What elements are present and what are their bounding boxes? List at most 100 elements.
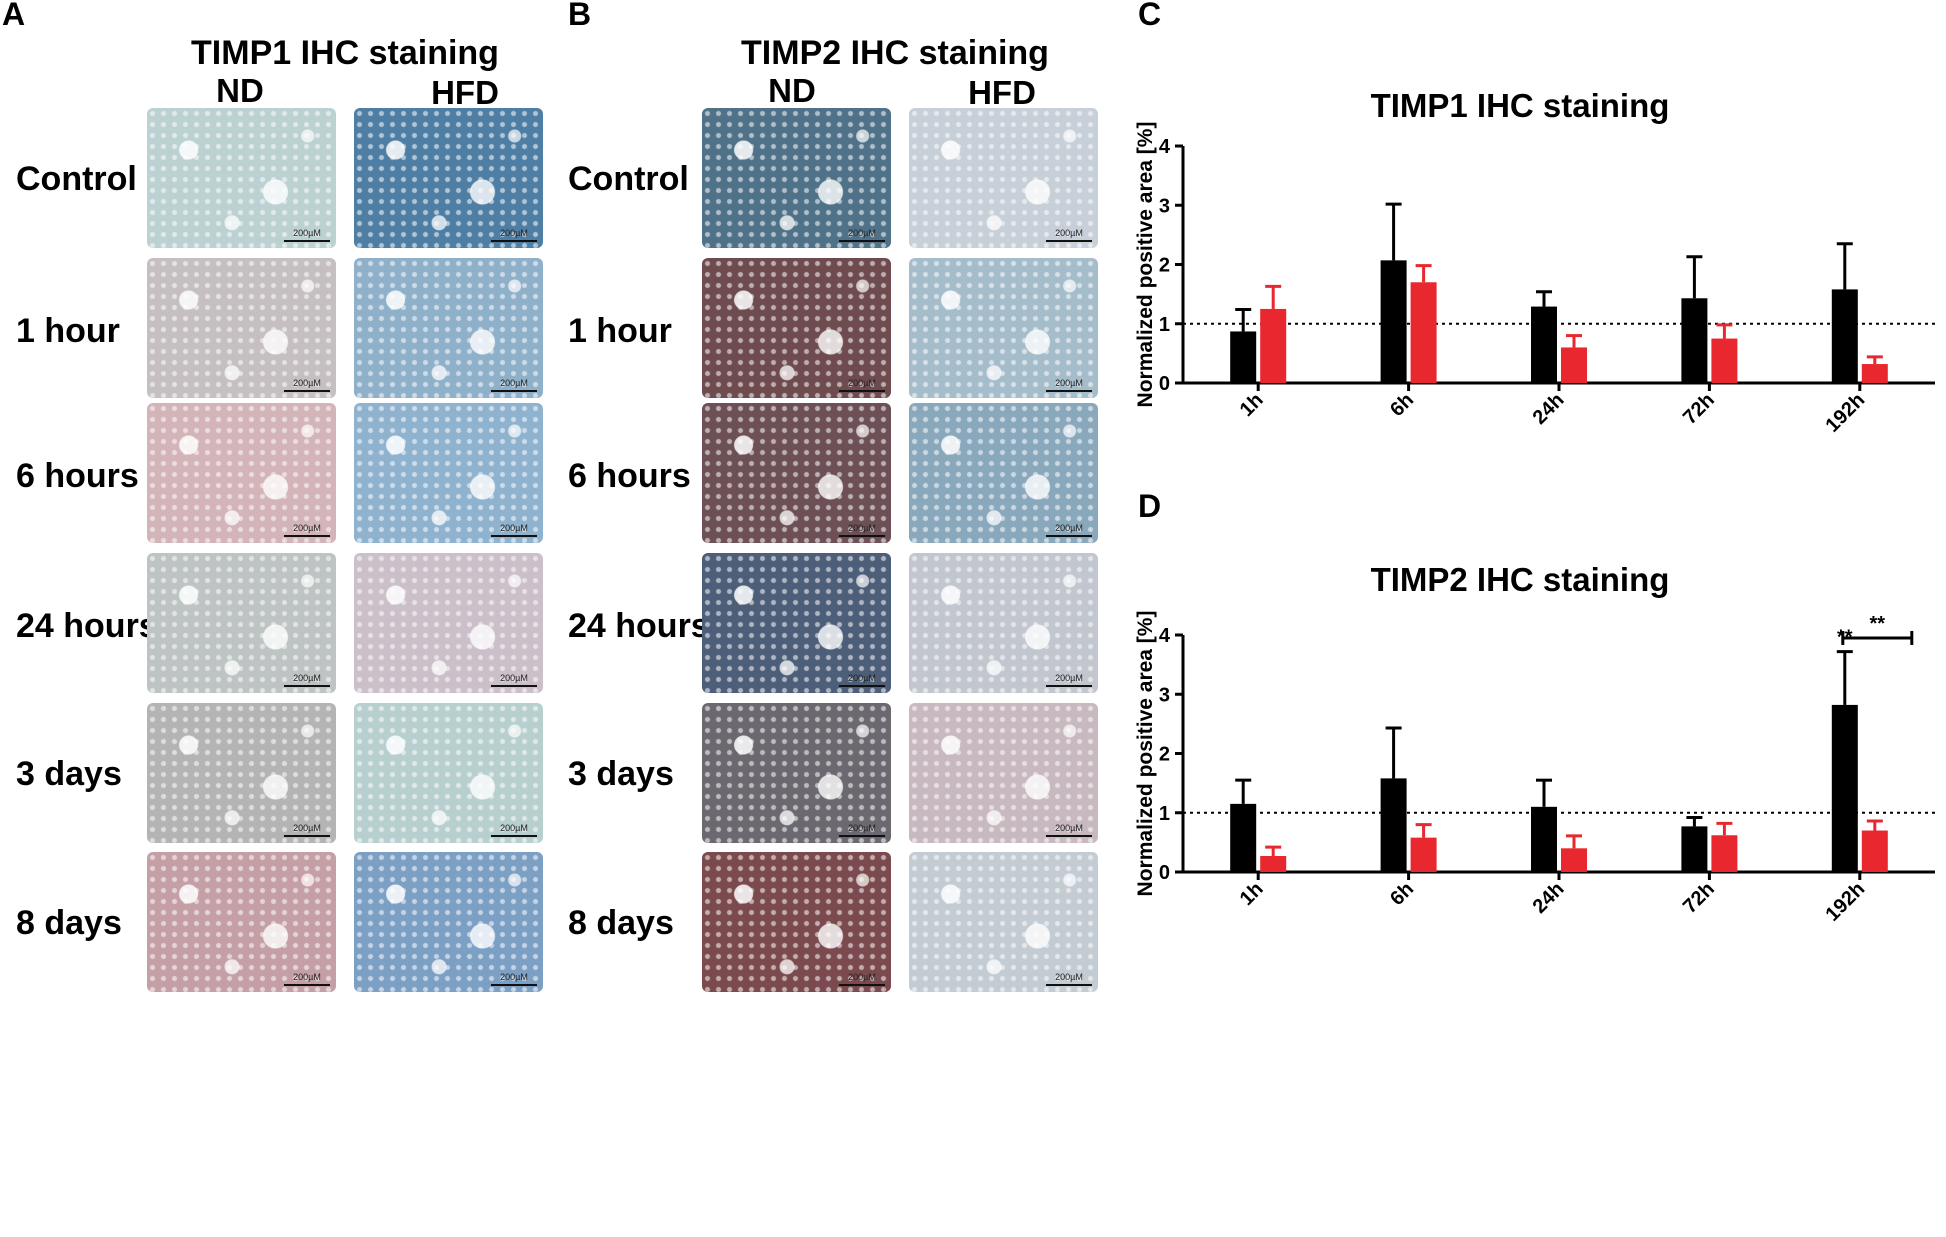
panel-a-row-label: 1 hour	[16, 312, 120, 350]
y-axis-label: Normalized positive area [%]	[1134, 122, 1157, 408]
micrograph-b-nd: 200µM	[702, 553, 891, 693]
scale-bar: 200µM	[839, 228, 885, 242]
panel-a-row-label: 6 hours	[16, 457, 139, 495]
micrograph-a-nd: 200µM	[147, 852, 336, 992]
y-tick-label: 2	[1159, 255, 1170, 277]
x-tick-label-72h: 72h	[1679, 389, 1719, 429]
panel-a-row-label: 24 hours	[16, 607, 158, 645]
panel-b-row-label: 24 hours	[568, 607, 710, 645]
panel-letter-a: A	[2, 0, 26, 32]
scale-bar: 200µM	[839, 378, 885, 392]
micrograph-b-hfd: 200µM	[909, 403, 1098, 543]
bar-192h-series-2	[1861, 364, 1888, 383]
bar-6h-series-2	[1410, 282, 1437, 383]
scale-bar-label: 200µM	[1055, 673, 1083, 683]
micrograph-a-hfd: 200µM	[354, 258, 543, 398]
scale-bar: 200µM	[1046, 378, 1092, 392]
y-axis-label: Normalized positive area [%]	[1134, 611, 1157, 897]
scale-bar-label: 200µM	[1055, 228, 1083, 238]
scale-bar-label: 200µM	[293, 972, 321, 982]
scale-bar-label: 200µM	[1055, 523, 1083, 533]
y-tick-label: 4	[1159, 136, 1171, 158]
micrograph-a-hfd: 200µM	[354, 403, 543, 543]
bar-72h-series-1	[1681, 826, 1708, 872]
bar-1h-series-2	[1260, 856, 1287, 872]
scale-bar-label: 200µM	[500, 823, 528, 833]
bar-24h-series-1	[1531, 306, 1557, 383]
scale-bar-label: 200µM	[1055, 823, 1083, 833]
panel-b-title: TIMP2 IHC staining	[741, 34, 1049, 72]
scale-bar: 200µM	[284, 378, 330, 392]
panel-letter-c: C	[1138, 0, 1162, 32]
scale-bar-label: 200µM	[293, 823, 321, 833]
y-tick-label: 1	[1159, 803, 1170, 825]
panel-a-row-label: 8 days	[16, 904, 122, 942]
scale-bar: 200µM	[284, 228, 330, 242]
micrograph-b-nd: 200µM	[702, 403, 891, 543]
chart-title: TIMP1 IHC staining	[1371, 87, 1670, 124]
bar-6h-series-1	[1380, 260, 1407, 383]
bar-72h-series-2	[1711, 338, 1738, 383]
scale-bar: 200µM	[839, 673, 885, 687]
micrograph-b-hfd: 200µM	[909, 703, 1098, 843]
bar-24h-series-2	[1561, 347, 1587, 383]
x-tick-label-24h: 24h	[1529, 878, 1569, 918]
scale-bar-label: 200µM	[500, 228, 528, 238]
scale-bar: 200µM	[491, 228, 537, 242]
panel-b-row-label: 3 days	[568, 755, 674, 793]
scale-bar: 200µM	[491, 823, 537, 837]
bar-1h-series-2	[1260, 308, 1287, 383]
micrograph-b-nd: 200µM	[702, 703, 891, 843]
scale-bar: 200µM	[1046, 523, 1092, 537]
panel-b-row-label: 6 hours	[568, 457, 691, 495]
scale-bar-label: 200µM	[1055, 972, 1083, 982]
bar-1h-series-1	[1230, 331, 1257, 383]
bar-6h-series-2	[1410, 837, 1437, 872]
y-tick-label: 2	[1159, 744, 1170, 766]
panel-a-col-hfd: HFD	[431, 74, 499, 111]
scale-bar-label: 200µM	[848, 972, 876, 982]
scale-bar: 200µM	[839, 523, 885, 537]
x-tick-label-72h: 72h	[1679, 878, 1719, 918]
scale-bar-label: 200µM	[848, 523, 876, 533]
x-tick-label-1h: 1h	[1236, 389, 1268, 421]
bar-72h-series-2	[1711, 835, 1738, 872]
scale-bar: 200µM	[1046, 823, 1092, 837]
panel-letter-b: B	[568, 0, 592, 32]
timp2-bar-chart: TIMP2 IHC staining Normalized positive ar…	[1134, 561, 1935, 926]
scale-bar-label: 200µM	[848, 823, 876, 833]
scale-bar: 200µM	[1046, 972, 1092, 986]
chart-title: TIMP2 IHC staining	[1371, 561, 1670, 598]
micrograph-a-hfd: 200µM	[354, 852, 543, 992]
scale-bar-label: 200µM	[500, 523, 528, 533]
significance-marker: **	[1870, 613, 1886, 635]
panel-a-title: TIMP1 IHC staining	[191, 34, 499, 72]
micrograph-b-hfd: 200µM	[909, 852, 1098, 992]
y-tick-label: 3	[1159, 195, 1170, 217]
bar-6h-series-1	[1380, 778, 1407, 872]
x-tick-label-24h: 24h	[1529, 389, 1569, 429]
bar-1h-series-1	[1230, 803, 1257, 872]
scale-bar: 200µM	[284, 823, 330, 837]
scale-bar: 200µM	[284, 523, 330, 537]
y-tick-label: 0	[1159, 373, 1170, 395]
bar-192h-series-1	[1831, 704, 1858, 872]
scale-bar: 200µM	[1046, 228, 1092, 242]
scale-bar-label: 200µM	[848, 378, 876, 388]
bar-72h-series-1	[1681, 298, 1708, 383]
panel-a-row-label: Control	[16, 160, 137, 198]
micrograph-a-nd: 200µM	[147, 553, 336, 693]
scale-bar-label: 200µM	[500, 972, 528, 982]
micrograph-b-hfd: 200µM	[909, 553, 1098, 693]
scale-bar: 200µM	[491, 972, 537, 986]
scale-bar: 200µM	[839, 972, 885, 986]
micrograph-a-nd: 200µM	[147, 703, 336, 843]
scale-bar: 200µM	[839, 823, 885, 837]
micrograph-a-hfd: 200µM	[354, 703, 543, 843]
micrograph-a-nd: 200µM	[147, 403, 336, 543]
x-tick-label-192h: 192h	[1822, 389, 1870, 437]
panel-b-row-label: 8 days	[568, 904, 674, 942]
panel-a-row-label: 3 days	[16, 755, 122, 793]
panel-letter-d: D	[1138, 488, 1162, 524]
micrograph-a-hfd: 200µM	[354, 553, 543, 693]
